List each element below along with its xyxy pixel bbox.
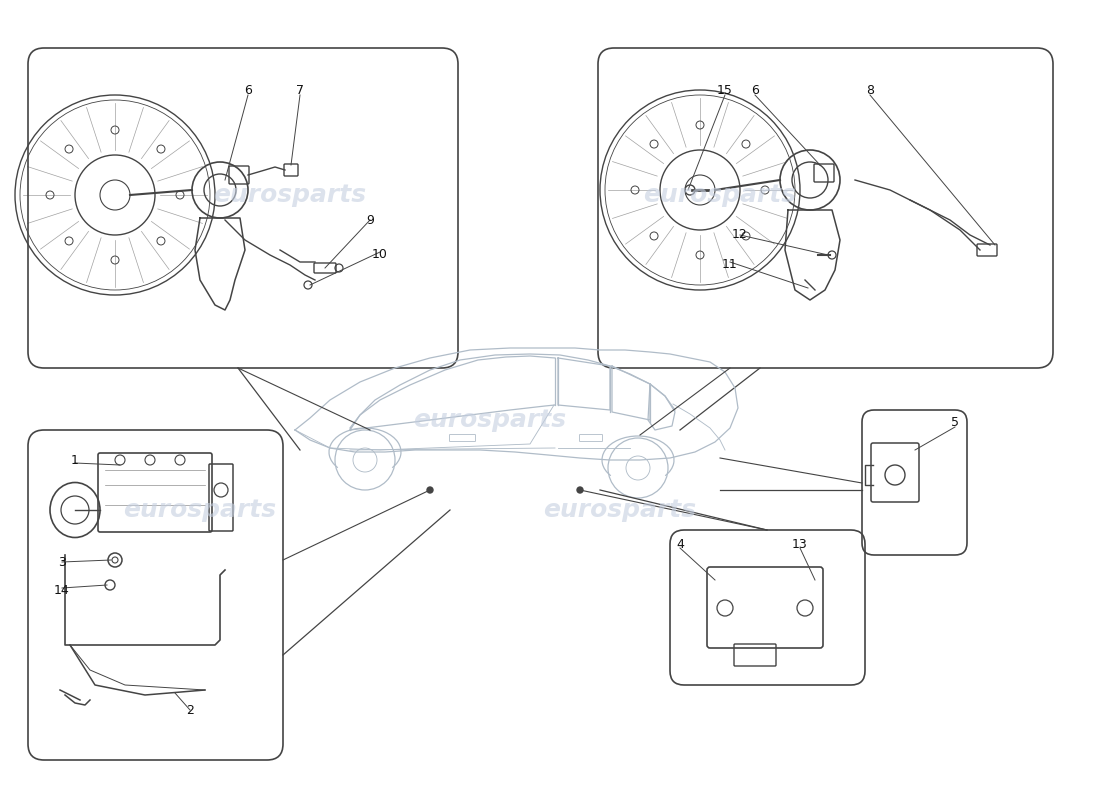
Circle shape	[578, 487, 583, 493]
Text: eurosparts: eurosparts	[213, 183, 366, 207]
Text: 11: 11	[722, 258, 738, 271]
Text: 2: 2	[186, 703, 194, 717]
Text: 13: 13	[792, 538, 807, 551]
Text: 4: 4	[676, 538, 684, 551]
Text: 7: 7	[296, 83, 304, 97]
Text: eurosparts: eurosparts	[414, 408, 566, 432]
Text: 6: 6	[244, 83, 252, 97]
Text: 12: 12	[733, 229, 748, 242]
Text: 9: 9	[366, 214, 374, 226]
Circle shape	[427, 487, 433, 493]
Text: eurosparts: eurosparts	[644, 183, 796, 207]
Text: 6: 6	[751, 83, 759, 97]
Text: 5: 5	[952, 417, 959, 430]
Text: 10: 10	[372, 249, 388, 262]
Text: 8: 8	[866, 83, 874, 97]
Text: 1: 1	[72, 454, 79, 466]
Text: eurosparts: eurosparts	[543, 498, 696, 522]
Text: 15: 15	[717, 83, 733, 97]
Text: eurosparts: eurosparts	[123, 498, 276, 522]
Text: 3: 3	[58, 555, 66, 569]
Text: 14: 14	[54, 583, 70, 597]
